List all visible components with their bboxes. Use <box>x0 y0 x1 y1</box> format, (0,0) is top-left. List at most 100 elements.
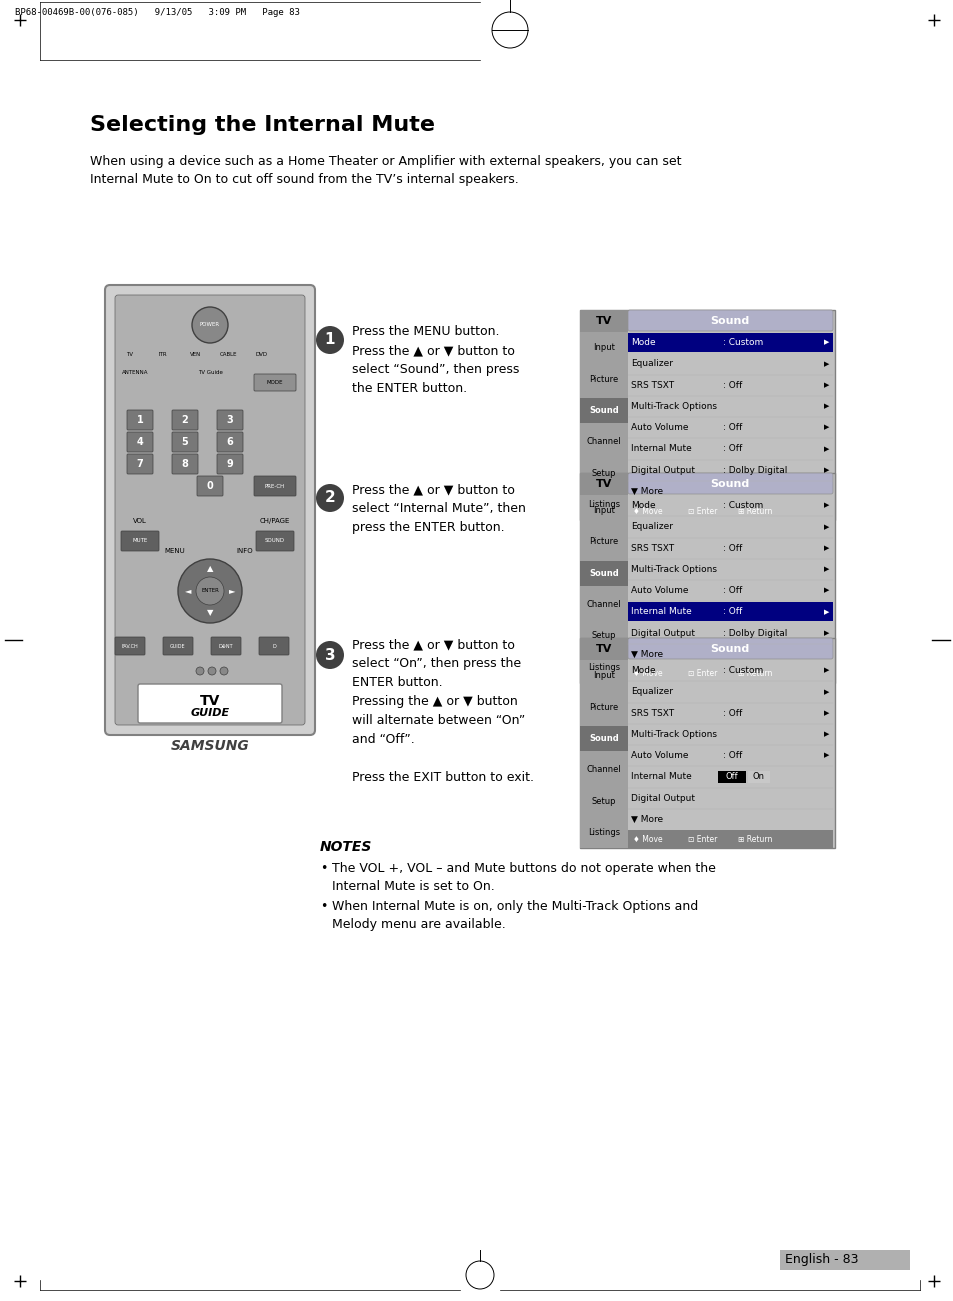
FancyBboxPatch shape <box>579 561 627 585</box>
FancyBboxPatch shape <box>579 637 627 848</box>
Text: SRS TSXT: SRS TSXT <box>630 544 674 553</box>
FancyBboxPatch shape <box>211 637 241 654</box>
Text: ▼ More: ▼ More <box>630 650 662 658</box>
Text: Channel: Channel <box>586 437 620 446</box>
Text: ⊞ Return: ⊞ Return <box>738 834 772 843</box>
Text: : Off: : Off <box>722 381 741 389</box>
Text: SAMSUNG: SAMSUNG <box>171 739 249 753</box>
FancyBboxPatch shape <box>579 474 627 683</box>
Text: 4: 4 <box>136 437 143 448</box>
Text: ▶: ▶ <box>823 502 829 509</box>
Circle shape <box>220 667 228 675</box>
Text: •: • <box>319 863 327 876</box>
FancyBboxPatch shape <box>579 398 627 423</box>
Text: ▶: ▶ <box>823 688 829 695</box>
Text: : Custom: : Custom <box>722 666 762 675</box>
Text: GUIDE: GUIDE <box>170 644 186 648</box>
Text: ♦ Move: ♦ Move <box>633 834 662 843</box>
Text: ♦ Move: ♦ Move <box>633 506 662 515</box>
Text: Setup: Setup <box>591 468 616 477</box>
Text: 1: 1 <box>324 333 335 347</box>
Text: Input: Input <box>593 671 615 680</box>
Text: Digital Output: Digital Output <box>630 466 695 475</box>
Text: Auto Volume: Auto Volume <box>630 751 688 760</box>
Text: Setup: Setup <box>591 796 616 805</box>
Text: Mode: Mode <box>630 501 655 510</box>
FancyBboxPatch shape <box>747 771 769 783</box>
Text: MODE: MODE <box>267 380 283 385</box>
Text: : Custom: : Custom <box>722 501 762 510</box>
Text: Listings: Listings <box>587 662 619 671</box>
Text: TV Guide: TV Guide <box>197 371 222 376</box>
Text: Press the MENU button.
Press the ▲ or ▼ button to
select “Sound”, then press
the: Press the MENU button. Press the ▲ or ▼ … <box>352 325 518 396</box>
FancyBboxPatch shape <box>627 502 832 520</box>
Circle shape <box>315 641 344 669</box>
FancyBboxPatch shape <box>627 665 832 683</box>
Text: : Off: : Off <box>722 544 741 553</box>
Text: Equalizer: Equalizer <box>630 687 672 696</box>
Text: CABLE: CABLE <box>220 353 237 358</box>
FancyBboxPatch shape <box>627 474 832 494</box>
FancyBboxPatch shape <box>127 432 152 451</box>
Text: ▶: ▶ <box>823 382 829 388</box>
Text: ▶: ▶ <box>823 566 829 572</box>
Text: DVD: DVD <box>255 353 268 358</box>
FancyBboxPatch shape <box>579 637 627 660</box>
Text: : Dolby Digital: : Dolby Digital <box>722 466 786 475</box>
Text: Equalizer: Equalizer <box>630 359 672 368</box>
Text: ▶: ▶ <box>823 609 829 615</box>
FancyBboxPatch shape <box>780 1250 909 1270</box>
Circle shape <box>178 559 242 623</box>
Text: When Internal Mute is on, only the Multi-Track Options and
Melody menu are avail: When Internal Mute is on, only the Multi… <box>332 900 698 932</box>
Text: Channel: Channel <box>586 765 620 774</box>
Text: : Off: : Off <box>722 608 741 617</box>
Text: BP68-00469B-00(076-085)   9/13/05   3:09 PM   Page 83: BP68-00469B-00(076-085) 9/13/05 3:09 PM … <box>15 8 299 17</box>
Text: Input: Input <box>593 506 615 515</box>
Text: VEN: VEN <box>191 353 201 358</box>
Text: 7: 7 <box>136 459 143 468</box>
Text: ◄: ◄ <box>185 587 191 596</box>
Text: GUIDE: GUIDE <box>191 708 230 718</box>
Text: ⊡ Enter: ⊡ Enter <box>687 670 717 679</box>
Text: 6: 6 <box>227 437 233 448</box>
Text: Channel: Channel <box>586 600 620 609</box>
Text: 5: 5 <box>181 437 188 448</box>
Text: SOUND: SOUND <box>265 539 285 544</box>
Text: 2: 2 <box>324 490 335 506</box>
Text: ▼ More: ▼ More <box>630 814 662 824</box>
Text: Internal Mute: Internal Mute <box>630 445 691 453</box>
Text: TV: TV <box>596 316 612 327</box>
Text: 3: 3 <box>227 415 233 425</box>
Circle shape <box>315 484 344 513</box>
FancyBboxPatch shape <box>253 476 295 496</box>
Text: ▶: ▶ <box>823 710 829 716</box>
Text: Digital Output: Digital Output <box>630 628 695 637</box>
Text: : Off: : Off <box>722 423 741 432</box>
Text: Picture: Picture <box>589 703 618 712</box>
FancyBboxPatch shape <box>258 637 289 654</box>
Text: TV: TV <box>199 693 220 708</box>
Text: Press the ▲ or ▼ button to
select “On”, then press the
ENTER button.
Pressing th: Press the ▲ or ▼ button to select “On”, … <box>352 637 534 785</box>
Text: Mode: Mode <box>630 338 655 347</box>
Text: ▶: ▶ <box>823 731 829 738</box>
Text: Digital Output: Digital Output <box>630 794 695 803</box>
Text: PRE-CH: PRE-CH <box>265 484 285 488</box>
FancyBboxPatch shape <box>196 476 223 496</box>
FancyBboxPatch shape <box>627 310 832 330</box>
Circle shape <box>195 667 204 675</box>
Text: TV: TV <box>127 353 133 358</box>
FancyBboxPatch shape <box>579 637 834 848</box>
Text: Multi-Track Options: Multi-Track Options <box>630 565 717 574</box>
Circle shape <box>195 578 224 605</box>
Text: 2: 2 <box>181 415 188 425</box>
Text: CH/PAGE: CH/PAGE <box>259 518 290 524</box>
FancyBboxPatch shape <box>127 410 152 431</box>
Text: Auto Volume: Auto Volume <box>630 423 688 432</box>
Text: 1: 1 <box>136 415 143 425</box>
Text: D: D <box>272 644 275 648</box>
Text: Internal Mute: Internal Mute <box>630 773 691 782</box>
Text: Picture: Picture <box>589 537 618 546</box>
Text: POWER: POWER <box>200 323 220 328</box>
Text: NOTES: NOTES <box>319 840 372 853</box>
Text: D⊕NT: D⊕NT <box>218 644 233 648</box>
